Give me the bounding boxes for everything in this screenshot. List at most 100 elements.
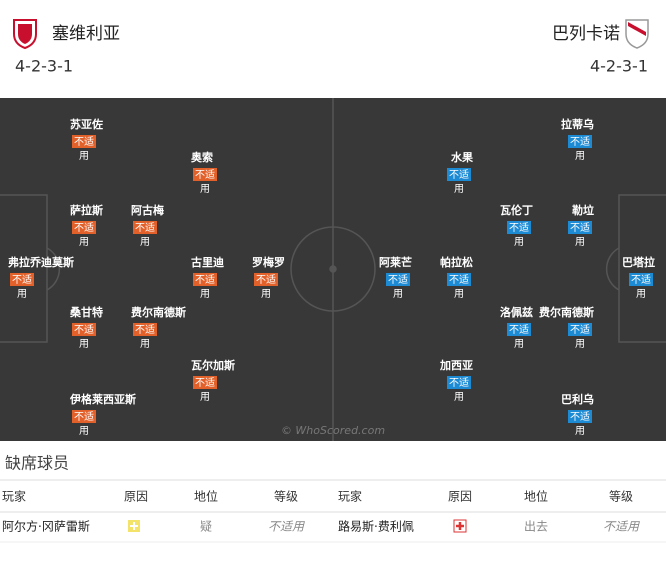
rating: 不适 (449, 274, 469, 286)
rating: 不适 (12, 274, 32, 286)
player-name[interactable]: 巴塔拉 (622, 255, 655, 269)
player-name[interactable]: 费尔南德斯 (539, 305, 594, 319)
column-header: 等级 (274, 490, 298, 504)
column-header: 玩家 (338, 489, 362, 504)
rating-rest: 用 (454, 184, 464, 195)
rating: 不适 (135, 222, 155, 234)
rating: 不适 (449, 169, 469, 181)
home-crest (13, 19, 37, 50)
player-name[interactable]: 瓦尔加斯 (191, 358, 235, 372)
absent-title: 缺席球员 (5, 454, 69, 473)
rating-rest: 用 (261, 289, 271, 300)
rating: 不适 (74, 136, 94, 148)
rating: 不适 (631, 274, 651, 286)
rating: 不适 (570, 222, 590, 234)
player-name[interactable]: 萨拉斯 (70, 203, 103, 217)
player-name[interactable]: 阿尔方·冈萨雷斯 (2, 519, 90, 534)
rating: 不适 (195, 169, 215, 181)
rating: 不适 (74, 411, 94, 423)
player-name[interactable]: 巴利乌 (561, 392, 594, 406)
away-crest (625, 19, 649, 49)
player-name[interactable]: 加西亚 (439, 358, 473, 372)
player-name[interactable]: 伊格莱西亚斯 (69, 392, 136, 406)
player-name[interactable]: 帕拉松 (440, 255, 473, 269)
cell: 疑 (200, 519, 212, 534)
rating-rest: 用 (514, 237, 524, 248)
rating: 不适 (256, 274, 276, 286)
player-name[interactable]: 瓦伦丁 (500, 203, 533, 217)
player-name[interactable]: 洛佩兹 (500, 305, 533, 319)
rating-rest: 用 (200, 184, 210, 195)
rating-rest: 用 (393, 289, 403, 300)
rating: 不适 (388, 274, 408, 286)
cell: 不适用 (603, 520, 640, 534)
column-header: 原因 (124, 490, 148, 504)
rating-badge (447, 273, 471, 286)
cell: 出去 (524, 520, 548, 534)
rating: 不适 (509, 324, 529, 336)
rating-rest: 用 (514, 339, 524, 350)
rating-rest: 用 (79, 151, 89, 162)
rating-badge (629, 273, 653, 286)
player-name[interactable]: 弗拉乔迪莫斯 (8, 255, 74, 269)
cell: 不适用 (268, 520, 305, 534)
rating-rest: 用 (79, 339, 89, 350)
player-name[interactable]: 古里迪 (191, 255, 224, 269)
rating-badge (254, 273, 278, 286)
rating-badge (72, 323, 96, 336)
rating-badge (193, 273, 217, 286)
rating-rest: 用 (200, 289, 210, 300)
rating-rest: 用 (454, 289, 464, 300)
rating: 不适 (570, 136, 590, 148)
player-name[interactable]: 路易斯·费利佩 (338, 519, 414, 534)
column-header: 地位 (524, 489, 548, 504)
rating-rest: 用 (200, 392, 210, 403)
rating-badge (72, 135, 96, 148)
player-name[interactable]: 拉蒂乌 (561, 117, 594, 131)
rating-rest: 用 (454, 392, 464, 403)
home-name[interactable]: 塞维利亚 (52, 24, 120, 44)
player-name[interactable]: 水果 (451, 150, 473, 164)
player-name[interactable]: 勒垃 (572, 203, 594, 217)
rating-badge (133, 323, 157, 336)
rating-badge (193, 168, 217, 181)
player-name[interactable]: 费尔南德斯 (131, 305, 186, 319)
rating-badge (10, 273, 34, 286)
rating-badge (568, 135, 592, 148)
header-bg (0, 0, 666, 92)
away-name[interactable]: 巴列卡诺 (552, 24, 620, 44)
rating-badge (72, 221, 96, 234)
rating-rest: 用 (79, 237, 89, 248)
rating: 不适 (449, 377, 469, 389)
rating: 不适 (195, 274, 215, 286)
player-name[interactable]: 桑甘特 (69, 305, 103, 319)
rating-badge (386, 273, 410, 286)
rating-badge (133, 221, 157, 234)
column-header: 等级 (609, 490, 633, 504)
rating-rest: 用 (575, 151, 585, 162)
rating-badge (447, 376, 471, 389)
rating-badge (507, 323, 531, 336)
player-name[interactable]: 阿古梅 (131, 203, 164, 217)
rating-rest: 用 (79, 426, 89, 437)
rating-rest: 用 (17, 289, 27, 300)
rating: 不适 (570, 411, 590, 423)
rating-badge (447, 168, 471, 181)
rating-badge (193, 376, 217, 389)
player-name[interactable]: 罗梅罗 (252, 255, 285, 269)
rating-badge (568, 221, 592, 234)
watermark: © WhoScored.com (281, 424, 385, 437)
column-header: 原因 (448, 490, 472, 504)
rating-badge (72, 410, 96, 423)
rating-badge (507, 221, 531, 234)
player-name[interactable]: 苏亚佐 (70, 117, 103, 131)
rating-rest: 用 (575, 426, 585, 437)
player-name[interactable]: 奥索 (190, 150, 213, 164)
rating: 不适 (135, 324, 155, 336)
status-icons (128, 519, 467, 533)
player-name[interactable]: 阿莱芒 (379, 255, 412, 269)
